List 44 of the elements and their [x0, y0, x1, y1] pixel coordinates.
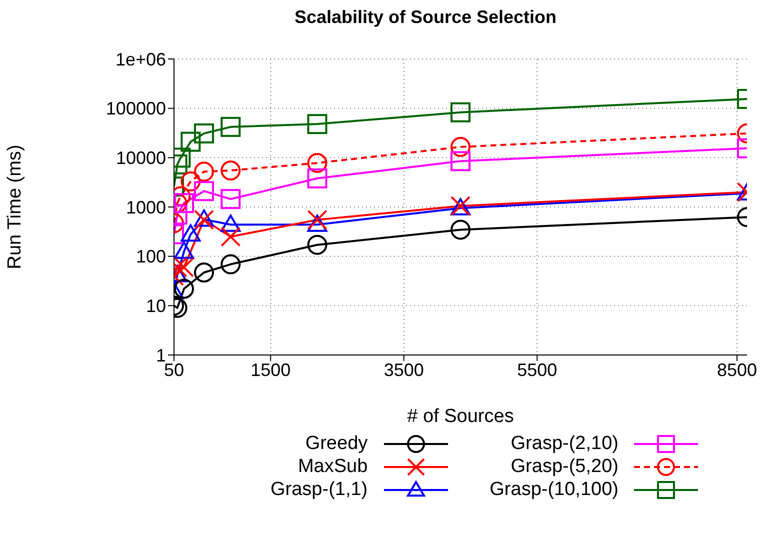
- point: [220, 214, 241, 232]
- point: [194, 162, 214, 182]
- point: [307, 210, 328, 230]
- point: [307, 152, 328, 173]
- point: [194, 123, 214, 144]
- x-tick-label: 1500: [250, 360, 291, 380]
- point: [307, 168, 328, 188]
- point: [220, 254, 241, 274]
- legend-label: Grasp-(10,100): [490, 478, 618, 500]
- y-tick-label: 10000: [116, 148, 166, 168]
- legend-label: Grasp-(5,20): [510, 456, 618, 478]
- y-tick-label: 1000: [126, 197, 166, 218]
- point: [307, 114, 328, 134]
- point: [307, 214, 328, 232]
- y-tick-label: 1e+06: [115, 49, 166, 70]
- legend-label: Grasp-(2,10): [510, 432, 618, 454]
- point: [180, 132, 201, 152]
- point: [180, 171, 201, 192]
- point: [220, 226, 241, 247]
- legend-label: Grasp-(1,1): [270, 478, 368, 500]
- y-tick-label: 100000: [106, 98, 166, 119]
- point: [174, 242, 194, 259]
- point: [194, 262, 214, 283]
- point: [174, 193, 194, 214]
- point: [174, 257, 194, 278]
- point: [180, 224, 201, 242]
- point: [220, 160, 241, 180]
- point: [174, 278, 194, 299]
- point: [220, 116, 241, 137]
- y-tick-label: 100: [136, 246, 166, 267]
- chart-title: Scalability of Source Selection: [293, 6, 558, 29]
- y-axis-title: Run Time (ms): [4, 144, 26, 270]
- y-tick-label: 1: [156, 345, 166, 366]
- legend-label: MaxSub: [298, 456, 368, 478]
- x-tick-label: 3500: [384, 360, 424, 380]
- x-tick-label: 5500: [517, 360, 558, 380]
- legend-label: Greedy: [305, 432, 368, 454]
- y-tick-label: 10: [146, 296, 166, 316]
- point: [220, 189, 241, 210]
- point: [194, 181, 214, 202]
- x-axis-title: # of Sources: [407, 406, 514, 427]
- point: [307, 234, 328, 255]
- x-tick-label: 50: [164, 360, 184, 380]
- x-tick-label: 8500: [716, 360, 758, 380]
